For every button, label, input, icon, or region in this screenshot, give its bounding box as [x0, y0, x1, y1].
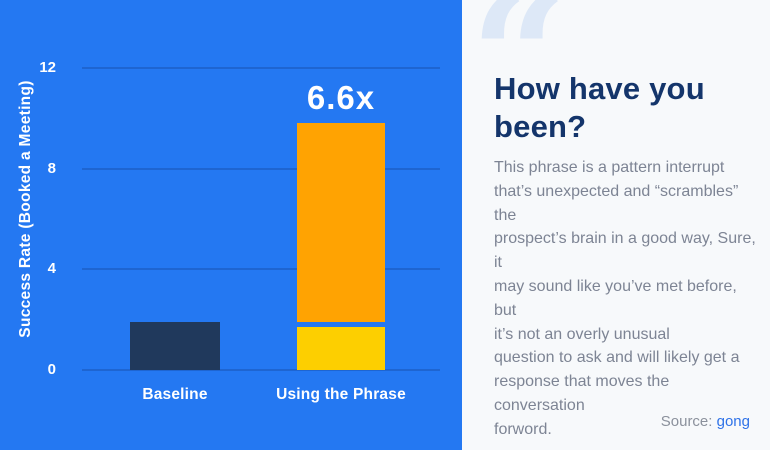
gridline-8: [82, 167, 440, 170]
bar-value-label: 6.6x: [306, 79, 376, 117]
bar-using-the-phrase-segment: [297, 123, 385, 323]
bar-using-the-phrase-segment: [297, 327, 385, 370]
source-line: Source: gong: [661, 413, 750, 430]
gridline-4: [82, 268, 440, 271]
chart-panel: Success Rate (Booked a Meeting) 0 4 8 12 Bas…: [0, 0, 462, 450]
bar-chart: Success Rate (Booked a Meeting) 0 4 8 12 Bas…: [17, 59, 440, 403]
source-link[interactable]: gong: [716, 413, 750, 430]
category-label: Baseline: [142, 386, 208, 403]
quote-heading: How have you been?: [494, 71, 705, 144]
gridline-12: [82, 67, 440, 69]
y-tick-label-4: 4: [47, 260, 56, 278]
gridline-0: [82, 369, 440, 371]
y-tick-label-12: 12: [39, 59, 56, 76]
open-quote-icon: “: [470, 0, 568, 157]
y-tick-label-0: 0: [47, 361, 56, 378]
y-axis-label: Success Rate (Booked a Meeting): [17, 80, 34, 338]
quote-panel: “ How have you been? This phrase is a pa…: [462, 0, 770, 450]
category-label: Using the Phrase: [276, 386, 406, 403]
y-tick-label-8: 8: [47, 159, 56, 177]
bar-baseline-segment: [130, 322, 220, 370]
source-label: Source:: [660, 413, 717, 430]
quote-body: This phrase is a pattern interrupt that’…: [494, 159, 756, 438]
